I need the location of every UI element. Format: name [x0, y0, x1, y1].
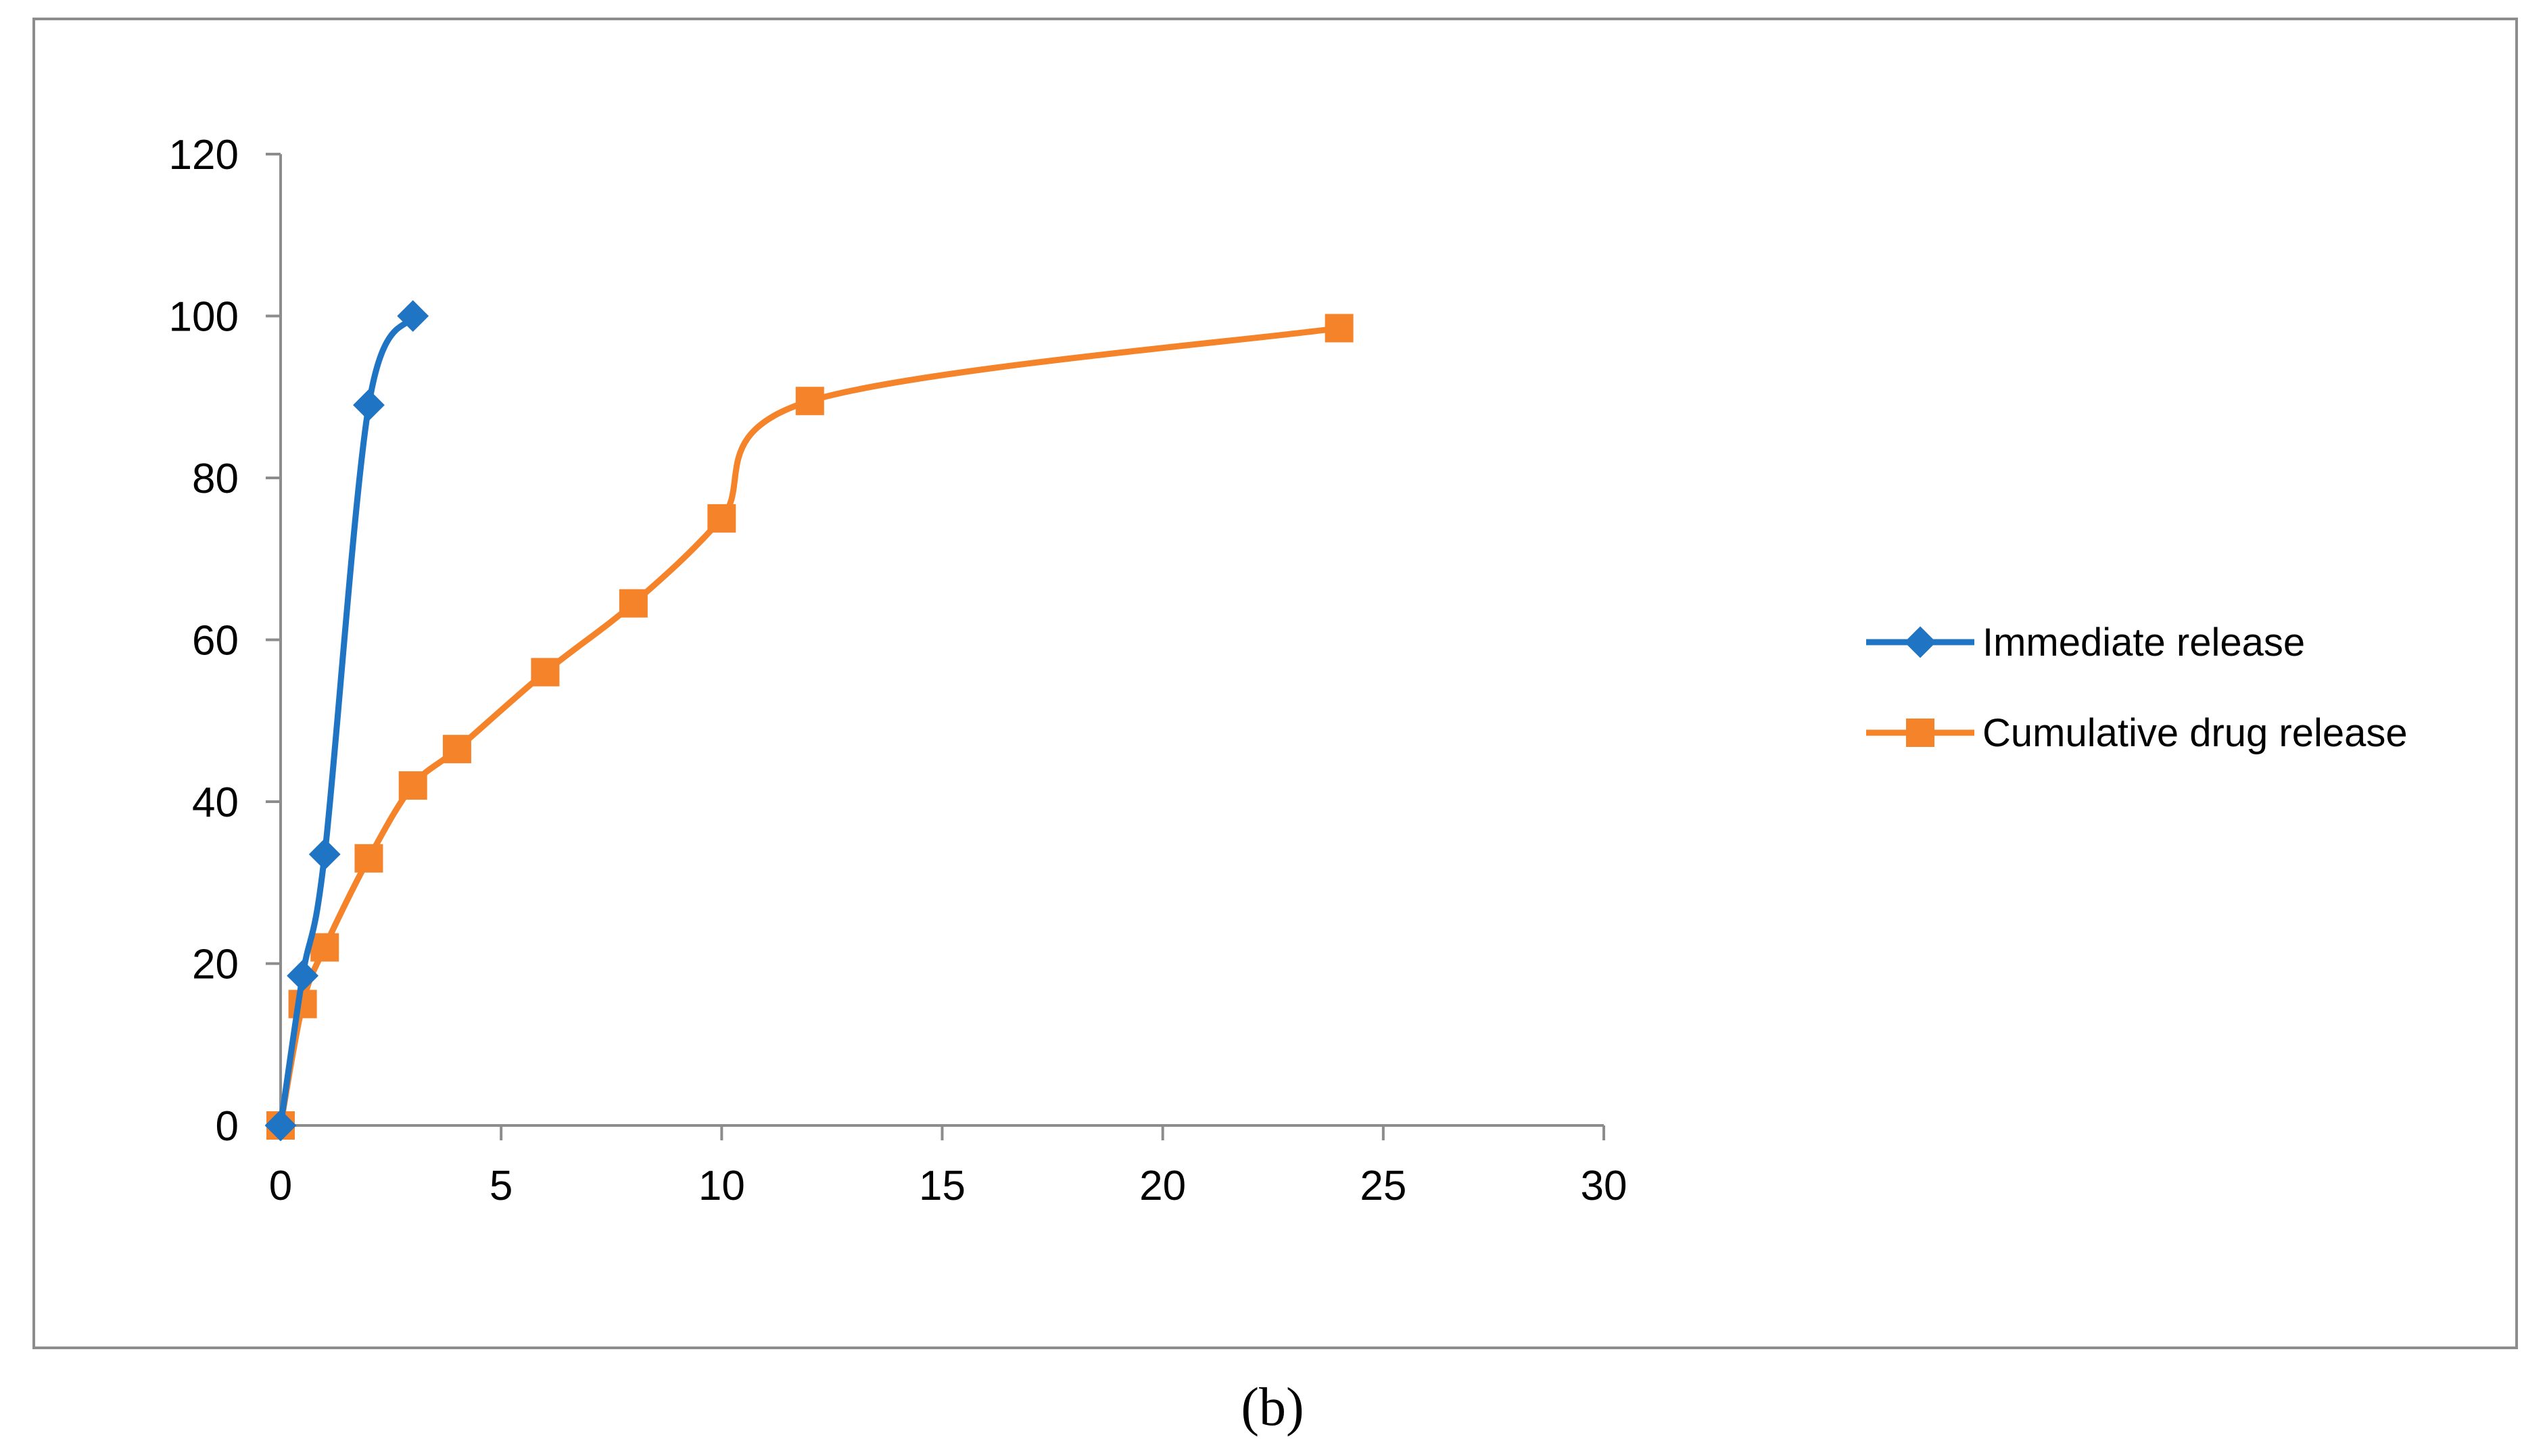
legend-swatch-marker	[1904, 626, 1936, 658]
figure-caption: (b)	[1241, 1378, 1304, 1437]
series-2-point	[619, 589, 648, 618]
series-2-point	[354, 844, 383, 873]
series-1-point	[287, 960, 319, 992]
x-tick-label: 5	[490, 1163, 513, 1209]
y-tick-label: 100	[169, 294, 239, 341]
series-1-point	[353, 389, 385, 421]
series-1-point	[308, 838, 341, 871]
legend-label: Immediate release	[1982, 621, 2305, 664]
y-tick-label: 0	[216, 1103, 239, 1150]
series-1-line	[277, 313, 417, 1129]
x-tick-label: 30	[1581, 1163, 1627, 1209]
legend-item-2: Cumulative drug release	[1866, 711, 2408, 755]
axes: 0 20 40 60 80 100 120 0 5 10 15 20 25 30	[169, 132, 1627, 1209]
y-tick-label: 20	[192, 942, 239, 988]
y-tick-label: 60	[192, 618, 239, 664]
series-2-point	[442, 735, 471, 764]
series-2-point	[398, 771, 427, 800]
legend-swatch-marker	[1906, 719, 1934, 747]
y-tick-label: 80	[192, 456, 239, 502]
chart-frame	[32, 18, 2518, 1349]
series-2-point	[795, 387, 824, 416]
x-tick-label: 10	[698, 1163, 745, 1209]
series-2-point	[531, 658, 560, 687]
legend-label: Cumulative drug release	[1982, 711, 2408, 755]
x-tick-label: 0	[269, 1163, 292, 1209]
series-2-point	[310, 933, 339, 962]
y-tick-label: 120	[169, 132, 239, 178]
x-tick-label: 25	[1360, 1163, 1406, 1209]
x-tick-label: 15	[919, 1163, 966, 1209]
series-1	[264, 300, 429, 1142]
plot-area	[264, 300, 1354, 1142]
legend-item-1: Immediate release	[1866, 621, 2305, 664]
series-2-point	[707, 504, 736, 533]
y-tick-label: 40	[192, 779, 239, 826]
legend: Immediate release Cumulative drug release	[1866, 621, 2408, 755]
series-1-point	[397, 300, 429, 332]
series-1-point	[264, 1109, 297, 1142]
series-2-point	[1325, 314, 1354, 343]
x-tick-label: 20	[1139, 1163, 1186, 1209]
